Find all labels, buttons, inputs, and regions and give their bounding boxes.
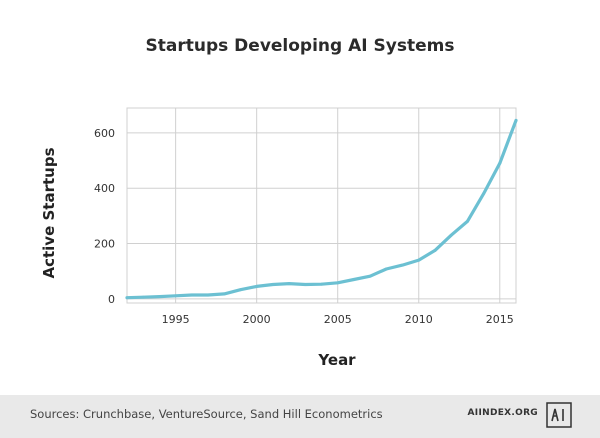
footer: Sources: Crunchbase, VentureSource, Sand… — [0, 395, 600, 438]
data-point — [482, 192, 485, 196]
data-point — [141, 295, 145, 299]
data-point — [368, 274, 372, 278]
data-point — [514, 119, 518, 122]
y-tick-label: 200 — [94, 238, 115, 251]
ai-index-logo-icon — [546, 402, 572, 428]
y-axis-label: Active Startups — [40, 147, 58, 278]
data-point — [222, 292, 226, 296]
data-point — [498, 161, 502, 165]
x-tick-label: 2000 — [243, 313, 271, 326]
data-point — [384, 267, 388, 271]
data-point — [239, 288, 242, 292]
chart-title: Startups Developing AI Systems — [146, 36, 455, 56]
y-tick-label: 600 — [94, 127, 115, 140]
data-point — [287, 282, 291, 286]
chart: Startups Developing AI Systems 0 200 400 60… — [40, 36, 518, 369]
x-tick-label: 2005 — [324, 313, 352, 326]
series — [125, 118, 518, 300]
grid — [126, 107, 517, 304]
data-point — [206, 293, 210, 297]
data-point — [336, 281, 340, 285]
data-point — [190, 293, 194, 297]
data-point — [417, 258, 421, 262]
x-axis-label: Year — [317, 351, 356, 369]
brand-link[interactable]: AIINDEX.ORG — [467, 408, 538, 418]
source-note: Sources: Crunchbase, VentureSource, Sand… — [30, 407, 383, 421]
data-point — [465, 220, 469, 223]
series-line — [125, 118, 518, 300]
x-axis-ticks: 1995 2000 2005 2010 2015 — [162, 313, 514, 326]
data-point — [449, 233, 453, 237]
data-point — [125, 296, 129, 300]
y-tick-label: 400 — [94, 182, 115, 195]
data-point — [352, 278, 356, 281]
data-point — [255, 285, 259, 288]
x-tick-label: 1995 — [162, 313, 190, 326]
data-point — [433, 249, 437, 252]
data-point — [401, 263, 404, 267]
data-point — [174, 294, 178, 298]
data-point — [303, 283, 307, 286]
y-tick-label: 0 — [108, 293, 115, 306]
y-axis-ticks: 0 200 400 600 — [94, 127, 115, 306]
data-point — [271, 283, 275, 286]
plot-frame — [126, 107, 517, 304]
data-point — [158, 295, 161, 299]
x-tick-label: 2015 — [486, 313, 514, 326]
data-point — [320, 282, 323, 286]
x-tick-label: 2010 — [405, 313, 433, 326]
